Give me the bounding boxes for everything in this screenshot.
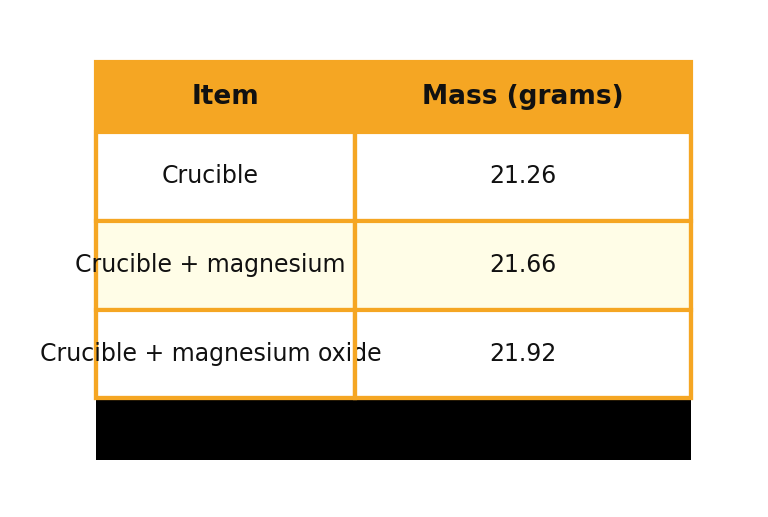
Bar — [96, 221, 355, 310]
Text: Mass (grams): Mass (grams) — [422, 84, 624, 110]
Bar — [355, 132, 691, 221]
Bar — [96, 399, 691, 460]
Bar — [355, 310, 691, 399]
Text: Crucible: Crucible — [162, 164, 259, 188]
Text: 21.66: 21.66 — [489, 253, 557, 277]
Text: 21.26: 21.26 — [489, 164, 557, 188]
Text: Item: Item — [191, 84, 260, 110]
Text: Crucible + magnesium oxide: Crucible + magnesium oxide — [40, 342, 381, 366]
Text: Crucible + magnesium: Crucible + magnesium — [75, 253, 346, 277]
Text: 21.92: 21.92 — [489, 342, 557, 366]
Bar — [96, 62, 691, 132]
Bar — [96, 310, 355, 399]
Bar — [96, 62, 691, 399]
Bar — [355, 221, 691, 310]
Bar — [96, 132, 355, 221]
